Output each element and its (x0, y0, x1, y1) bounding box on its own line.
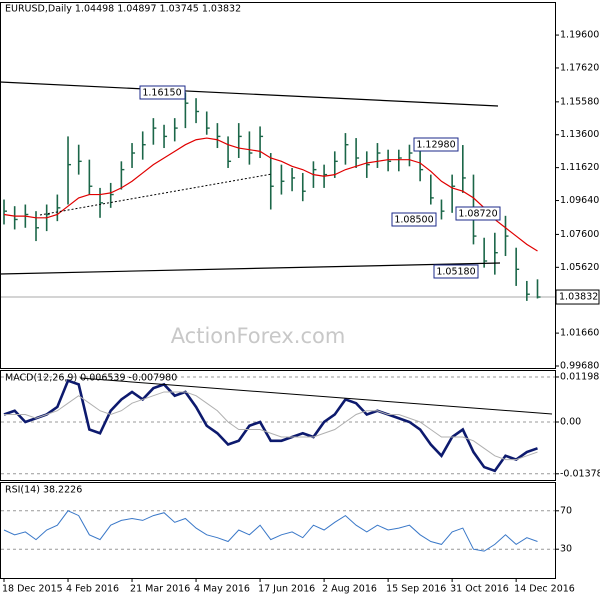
panel-border (0, 2, 556, 369)
y-tick-label: 1.11620 (560, 162, 599, 173)
x-tick-label: 31 Oct 2016 (450, 584, 509, 595)
trend-line (39, 173, 273, 216)
panel-title: RSI(14) 38.2226 (5, 485, 82, 496)
trend-line (79, 377, 553, 415)
annotation: 1.05180 (436, 267, 475, 278)
last-price-box (555, 289, 600, 305)
y-tick-label: 1.13600 (560, 129, 599, 140)
x-tick-label: 17 Jun 2016 (258, 584, 315, 595)
y-tick-label: 1.09640 (560, 195, 599, 206)
panel-border (0, 482, 556, 579)
y-tick-label: 1.15580 (560, 96, 599, 107)
annotation: 1.16150 (142, 88, 181, 99)
y-tick-label: 1.01660 (560, 328, 599, 339)
y-tick-label: -0.013788 (560, 468, 600, 479)
y-tick-label: 30 (560, 544, 572, 555)
annotation-box (433, 264, 479, 279)
x-tick-label: 2 Aug 2016 (322, 584, 377, 595)
x-tick-label: 21 Mar 2016 (130, 584, 190, 595)
line (4, 391, 538, 461)
annotation-box (455, 206, 501, 221)
annotation: 1.08720 (458, 209, 497, 220)
trend-line (0, 81, 499, 107)
line (3, 379, 538, 473)
y-tick-label: 1.19600 (560, 30, 599, 41)
x-tick-label: 4 May 2016 (194, 584, 250, 595)
panel-title: MACD(12,26,9) 0.006539 -0.007980 (5, 373, 177, 384)
y-tick-label: 0.011982 (560, 371, 600, 382)
y-tick-label: 0.00 (560, 416, 581, 427)
y-tick-label: 70 (560, 505, 572, 516)
line (3, 510, 538, 552)
chart-title: EURUSD,Daily 1.04498 1.04897 1.03745 1.0… (5, 4, 241, 15)
y-tick-label: 1.07600 (560, 229, 599, 240)
y-tick-label: 0.99680 (560, 361, 599, 372)
x-tick-label: 18 Dec 2015 (2, 584, 63, 595)
y-tick-label: 1.17620 (560, 62, 599, 73)
x-tick-label: 15 Sep 2016 (386, 584, 446, 595)
last-price-label: 1.03832 (559, 292, 598, 303)
annotation-box (391, 212, 437, 227)
annotation: 1.08500 (394, 215, 433, 226)
annotation-box (139, 85, 186, 100)
trend-line (0, 262, 501, 275)
panel-border (0, 370, 556, 481)
annotation: 1.12980 (416, 140, 455, 151)
annotation-box (413, 137, 459, 152)
y-tick-label: 1.05620 (560, 262, 599, 273)
x-tick-label: 14 Dec 2016 (514, 584, 575, 595)
x-tick-label: 4 Feb 2016 (66, 584, 119, 595)
moving-average (3, 137, 538, 252)
watermark: ActionForex.com (171, 324, 346, 348)
